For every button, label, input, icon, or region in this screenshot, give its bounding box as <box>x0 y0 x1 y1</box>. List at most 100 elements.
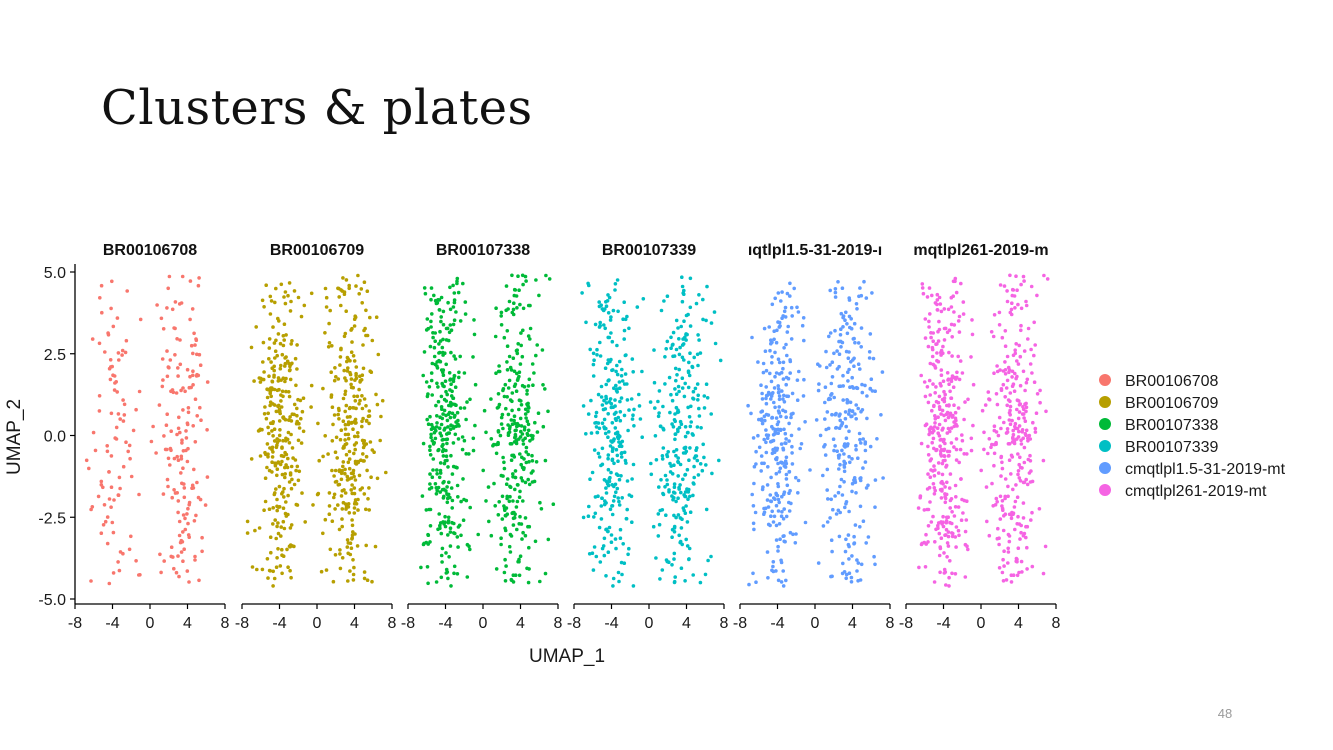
scatter-point <box>278 564 283 568</box>
scatter-point <box>116 560 120 564</box>
scatter-point <box>676 456 680 460</box>
scatter-point <box>840 448 844 453</box>
scatter-point <box>1011 573 1016 577</box>
scatter-point <box>169 429 173 434</box>
scatter-point <box>652 380 657 385</box>
scatter-point <box>1012 505 1017 509</box>
scatter-point <box>105 541 110 546</box>
scatter-point <box>109 306 113 311</box>
scatter-point <box>1024 535 1028 540</box>
scatter-point <box>925 507 929 512</box>
scatter-point <box>285 547 289 552</box>
scatter-point <box>790 314 794 318</box>
scatter-point <box>686 490 691 494</box>
scatter-point <box>800 323 805 328</box>
scatter-point <box>768 493 773 497</box>
scatter-point <box>950 415 955 419</box>
scatter-point <box>945 410 950 415</box>
scatter-point <box>193 558 197 562</box>
scatter-point <box>345 478 350 482</box>
scatter-point <box>535 343 539 347</box>
scatter-point <box>990 442 994 447</box>
scatter-point <box>846 379 850 383</box>
scatter-point <box>672 551 677 556</box>
scatter-point <box>653 406 657 410</box>
scatter-point <box>453 432 458 437</box>
scatter-point <box>694 448 698 453</box>
scatter-point <box>370 338 375 343</box>
scatter-point <box>198 363 203 368</box>
scatter-point <box>105 449 110 454</box>
scatter-point <box>676 326 680 330</box>
scatter-point <box>442 487 446 492</box>
scatter-point <box>682 394 687 399</box>
scatter-point <box>508 484 512 489</box>
scatter-point <box>1015 495 1020 500</box>
scatter-point <box>451 426 456 430</box>
scatter-point <box>421 373 426 378</box>
scatter-point <box>350 340 354 344</box>
scatter-point <box>846 356 851 361</box>
scatter-point <box>683 511 688 515</box>
scatter-point <box>530 480 535 484</box>
scatter-point <box>1016 452 1020 456</box>
scatter-point <box>613 426 618 430</box>
scatter-point <box>600 421 605 426</box>
scatter-point <box>172 456 177 461</box>
scatter-point <box>615 453 620 458</box>
scatter-point <box>830 375 835 379</box>
scatter-point <box>841 373 845 378</box>
scatter-point <box>695 425 700 429</box>
scatter-point <box>762 461 766 466</box>
scatter-point <box>946 378 950 382</box>
scatter-point <box>375 402 380 407</box>
scatter-point <box>445 500 450 505</box>
scatter-point <box>934 385 938 389</box>
scatter-point <box>171 555 175 559</box>
scatter-point <box>789 501 793 506</box>
scatter-point <box>465 575 470 579</box>
scatter-point <box>989 445 993 450</box>
scatter-point <box>503 557 507 562</box>
scatter-point <box>843 549 848 554</box>
scatter-point <box>431 468 435 472</box>
scatter-point <box>361 416 365 421</box>
scatter-point <box>509 458 514 463</box>
scatter-point <box>649 461 653 466</box>
scatter-point <box>600 546 605 551</box>
scatter-point <box>319 569 324 574</box>
series-points <box>580 275 723 588</box>
scatter-point <box>798 446 802 451</box>
scatter-point <box>674 392 679 397</box>
facet-title: mqtlpl261-2019-m <box>913 242 1048 259</box>
scatter-point <box>942 307 947 311</box>
legend-item: cmqtlpl1.5-31-2019-mt <box>1099 461 1286 478</box>
scatter-point <box>830 412 834 417</box>
scatter-point <box>538 500 542 505</box>
scatter-point <box>181 530 185 534</box>
scatter-point <box>684 504 688 508</box>
x-tick-label: 0 <box>479 615 488 632</box>
scatter-point <box>368 315 372 320</box>
scatter-point <box>1028 362 1033 366</box>
scatter-point <box>290 339 294 343</box>
scatter-point <box>859 326 864 330</box>
scatter-point <box>836 490 841 495</box>
x-tick-label: 8 <box>1052 615 1061 632</box>
scatter-point <box>867 350 872 354</box>
scatter-point <box>829 574 833 579</box>
scatter-point <box>513 469 518 473</box>
scatter-point <box>622 450 627 455</box>
scatter-point <box>774 503 779 508</box>
scatter-point <box>507 378 512 383</box>
scatter-point <box>173 353 177 357</box>
scatter-point <box>281 519 286 524</box>
scatter-point <box>870 389 875 393</box>
scatter-point <box>609 533 614 537</box>
scatter-point <box>676 384 681 389</box>
scatter-point <box>272 341 277 345</box>
scatter-point <box>702 394 707 398</box>
scatter-point <box>1003 344 1008 349</box>
y-tick-label: 5.0 <box>44 265 66 282</box>
scatter-point <box>856 341 861 345</box>
